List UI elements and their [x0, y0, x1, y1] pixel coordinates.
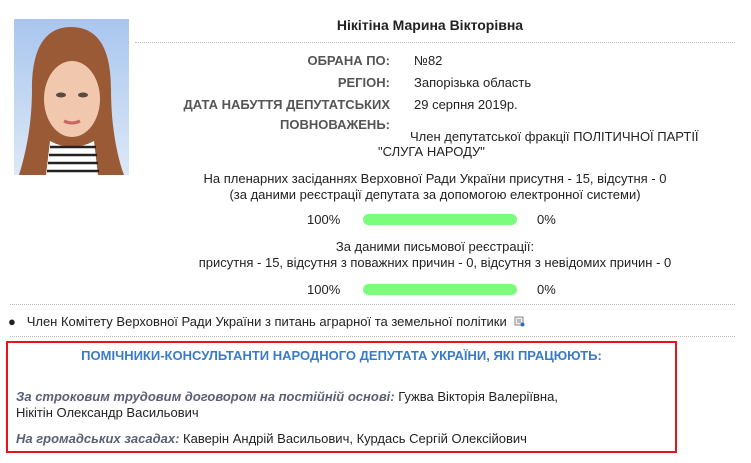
electronic-absent-pct: 0%	[537, 212, 556, 227]
faction-line-1: Член депутатської фракції ПОЛІТИЧНОЇ ПАР…	[410, 129, 699, 144]
contract-names-2: Нікітін Олександр Васильович	[16, 405, 199, 420]
contract-label: За строковим трудовим договором на пості…	[16, 389, 395, 404]
divider	[10, 336, 735, 337]
field-label-mandate-date: ДАТА НАБУТТЯ ДЕПУТАТСЬКИХ	[183, 97, 390, 112]
assistants-contract: За строковим трудовим договором на пості…	[16, 389, 558, 421]
divider	[10, 304, 735, 305]
field-value-mandate-date: 29 серпня 2019р.	[414, 97, 518, 112]
assistants-volunteer: На громадських засадах: Каверін Андрій В…	[16, 431, 527, 446]
written-absent-pct: 0%	[537, 282, 556, 297]
written-attendance-text: За даними письмової реєстрації: присутня…	[140, 239, 730, 271]
assistants-heading: ПОМІЧНИКИ-КОНСУЛЬТАНТИ НАРОДНОГО ДЕПУТАТ…	[81, 348, 602, 363]
divider	[135, 42, 735, 43]
electronic-attendance-line1: На пленарних засіданнях Верховної Ради У…	[203, 171, 667, 186]
electronic-attendance-bar	[363, 214, 517, 225]
field-value-region: Запорізька область	[414, 75, 532, 90]
written-present-pct: 100%	[307, 282, 341, 297]
electronic-attendance-line2: (за даними реєстрації депутата за допомо…	[229, 187, 641, 202]
deputy-name: Нікітіна Марина Вікторівна	[336, 17, 524, 33]
written-attendance-bar	[363, 284, 517, 295]
written-attendance-line1: За даними письмової реєстрації:	[335, 239, 535, 254]
document-link-icon[interactable]	[514, 316, 525, 327]
deputy-photo	[14, 19, 129, 175]
field-label-region: РЕГІОН:	[337, 75, 390, 90]
faction-line-2: "СЛУГА НАРОДУ"	[378, 144, 485, 159]
contract-names-1: Гужва Вікторія Валеріївна,	[394, 389, 558, 404]
committee-text[interactable]: Член Комітету Верховної Ради України з п…	[26, 314, 507, 329]
electronic-present-pct: 100%	[307, 212, 341, 227]
assistants-panel: ПОМІЧНИКИ-КОНСУЛЬТАНТИ НАРОДНОГО ДЕПУТАТ…	[6, 341, 677, 453]
field-label-constituency: ОБРАНА ПО:	[307, 53, 390, 68]
written-attendance-line2: присутня - 15, відсутня з поважних причи…	[198, 255, 672, 270]
committee-item: ● Член Комітету Верховної Ради України з…	[8, 314, 525, 329]
volunteer-names: Каверін Андрій Васильович, Курдась Сергі…	[179, 431, 527, 446]
field-label-mandate-date-cont: ПОВНОВАЖЕНЬ:	[280, 117, 390, 132]
electronic-attendance-text: На пленарних засіданнях Верховної Ради У…	[140, 171, 730, 203]
bullet-icon: ●	[8, 314, 24, 329]
field-value-constituency: №82	[414, 53, 443, 68]
volunteer-label: На громадських засадах:	[16, 431, 180, 446]
